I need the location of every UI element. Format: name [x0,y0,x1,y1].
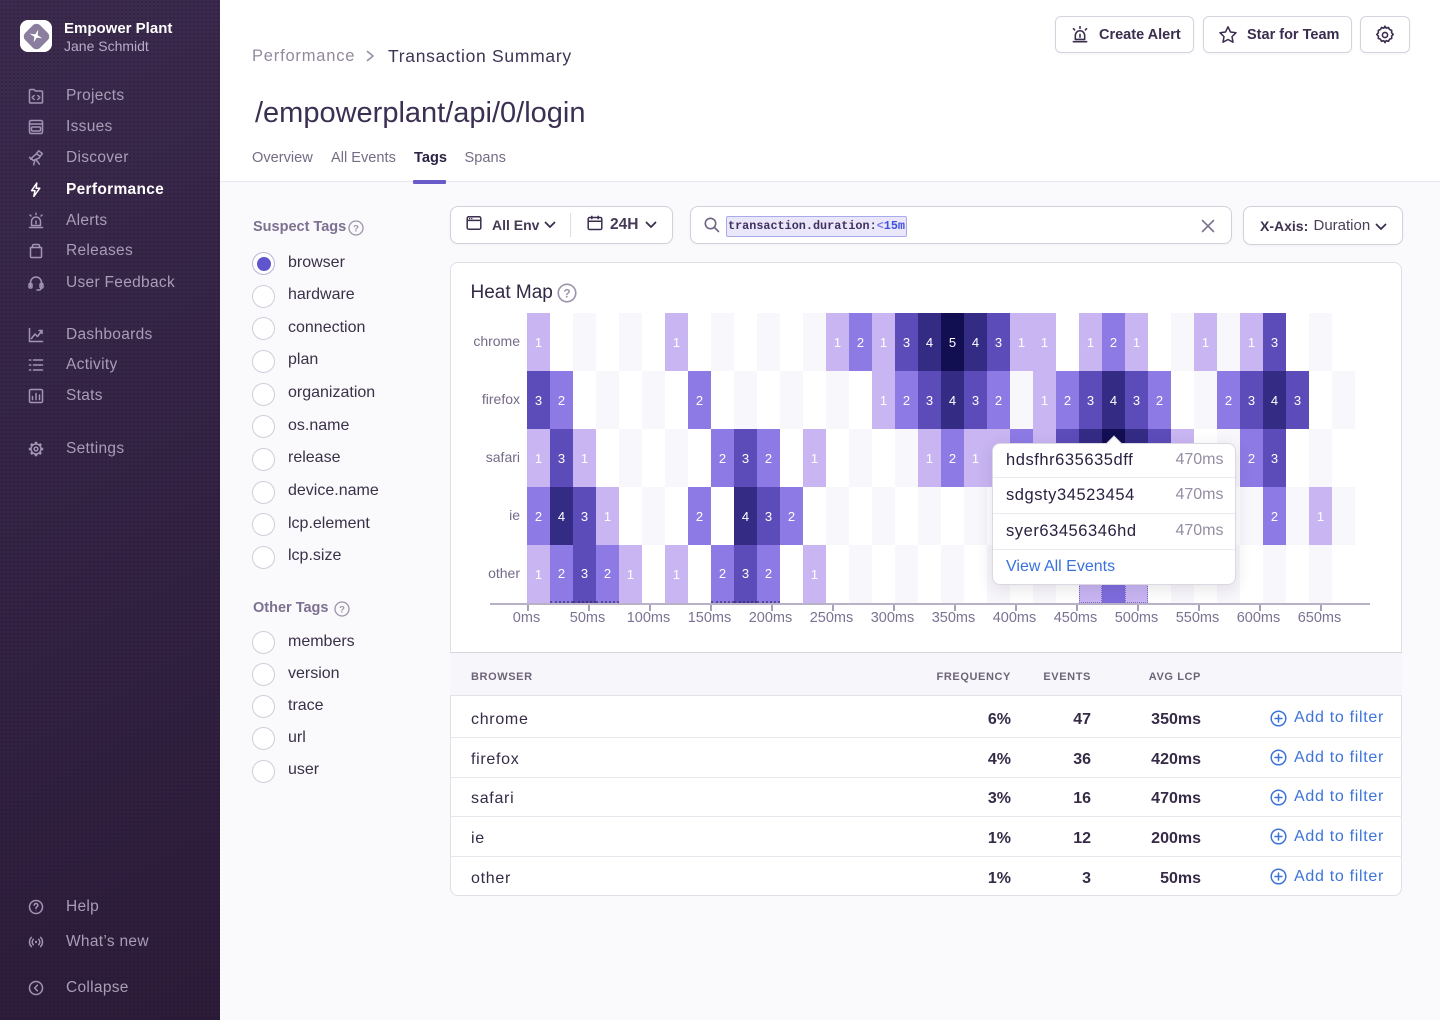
svg-text:?: ? [339,604,345,615]
svg-text:?: ? [563,286,570,300]
svg-text:?: ? [353,223,359,234]
